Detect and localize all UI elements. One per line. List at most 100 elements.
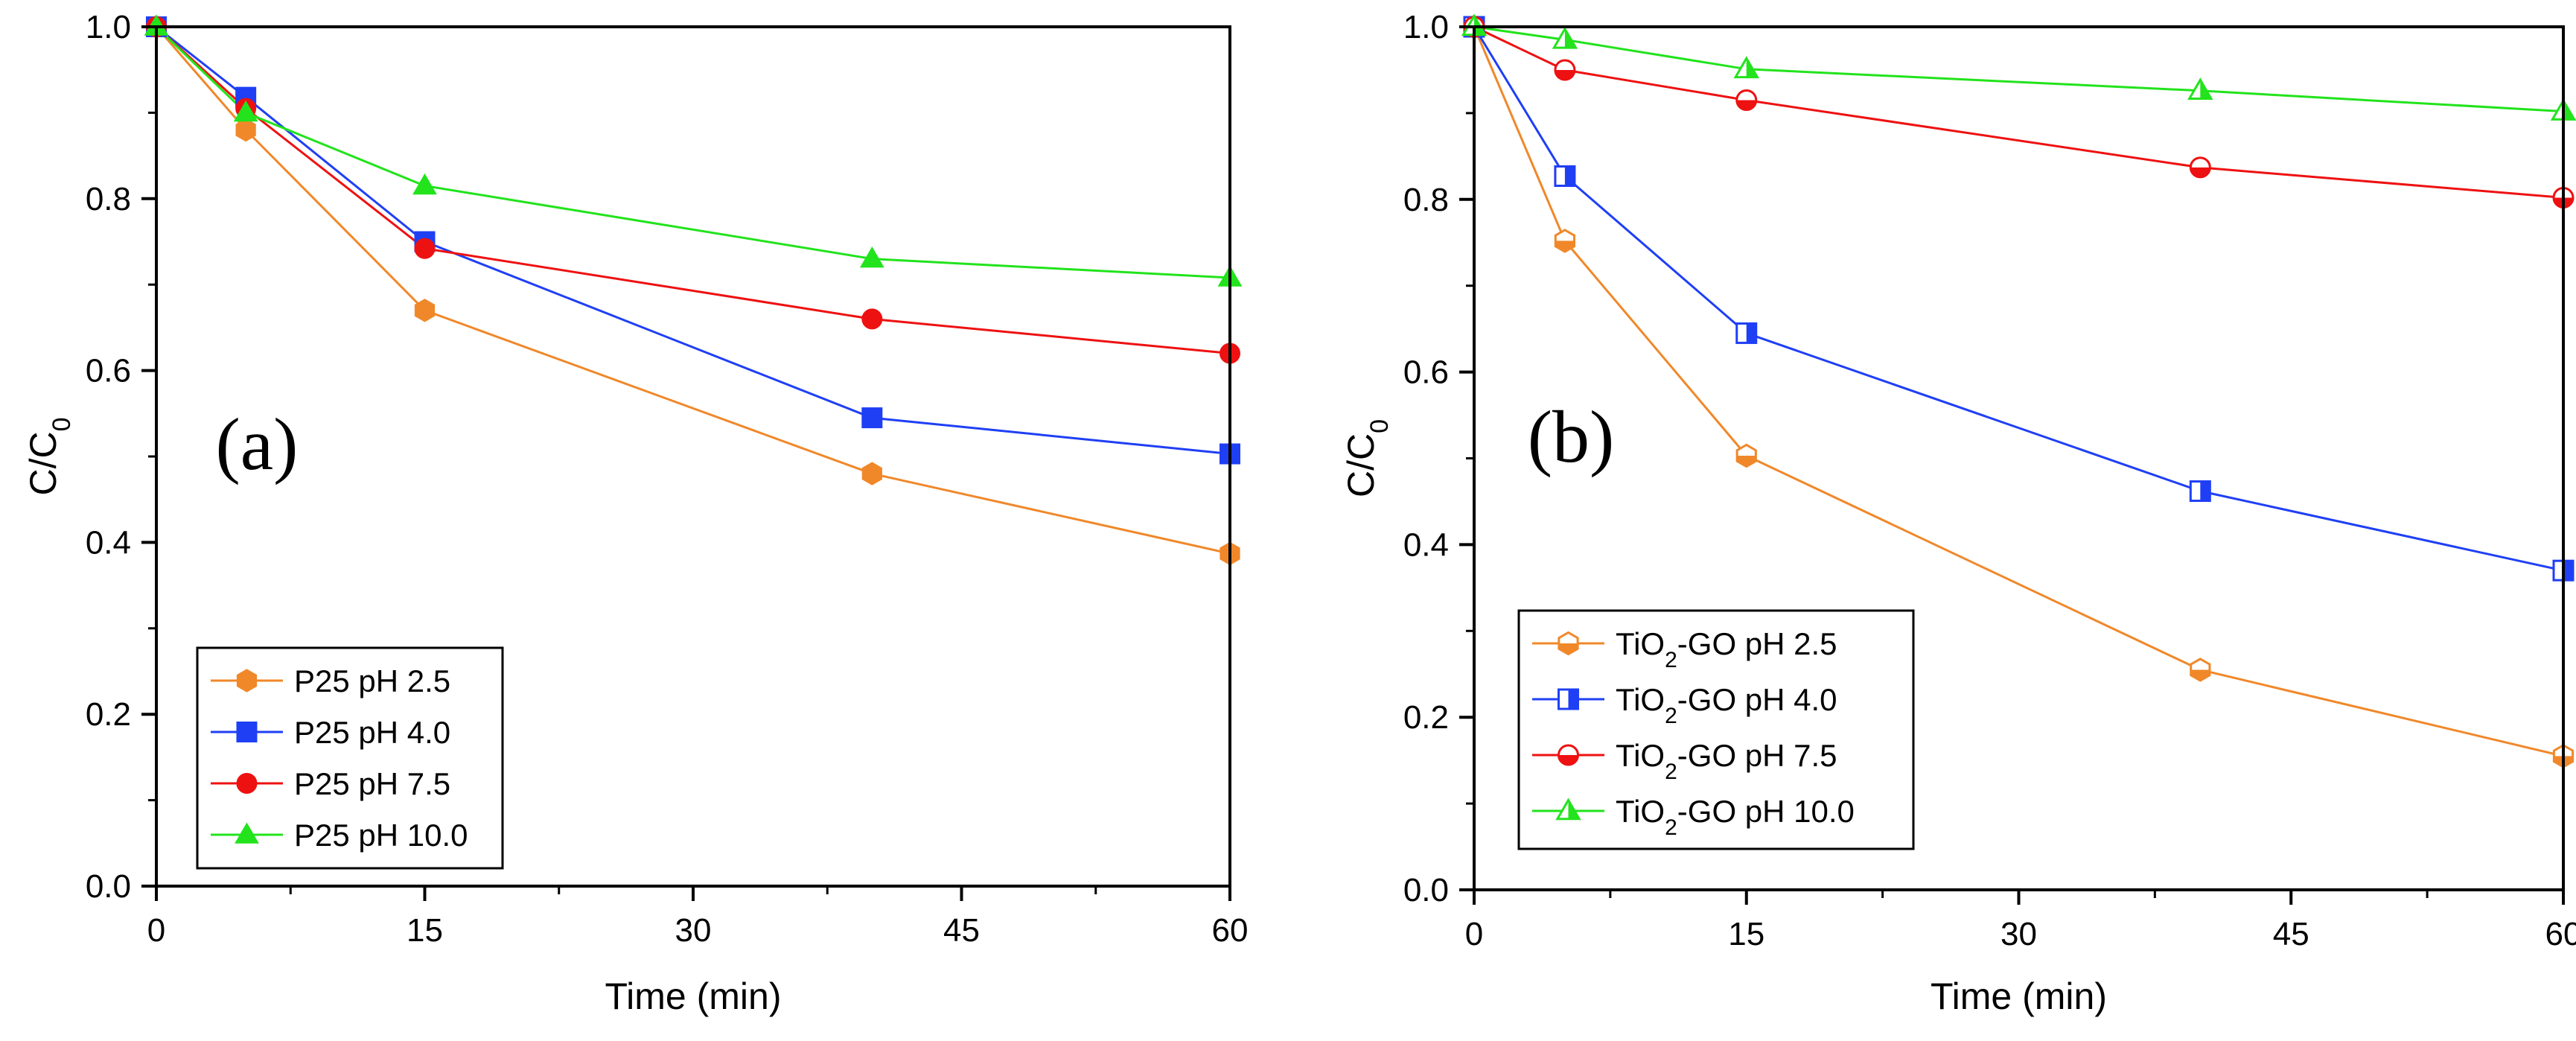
marker-shape: [233, 100, 258, 122]
data-point-s1-p2: [1735, 322, 1758, 344]
marker-outline: [1555, 798, 1581, 821]
chart-panel-b: 0 15 30 45 60 0.0 0.2 0.4 0.6 0.8 1.0 Time (min) C/C…: [1340, 9, 2576, 1017]
x-tick-label: 0: [1465, 916, 1483, 952]
marker-half-fill: [1746, 323, 1756, 343]
y-tick-label: 0.4: [1403, 526, 1449, 563]
marker-outline: [1735, 322, 1758, 344]
legend-label-part: P25 pH 7.5: [294, 766, 450, 801]
x-tick-label: 0: [147, 912, 165, 949]
y-tick-label: 0.0: [86, 868, 131, 905]
legend-label-part: -GO pH 2.5: [1677, 626, 1837, 661]
marker-outline: [1735, 443, 1757, 468]
marker-outline: [1554, 165, 1576, 188]
marker-shape: [236, 669, 258, 693]
marker-half-fill: [1564, 166, 1575, 186]
legend-marker: [235, 822, 259, 844]
marker-outline: [1554, 59, 1576, 81]
marker-outline: [1558, 631, 1579, 656]
marker-half-fill: [1568, 690, 1578, 709]
y-tick-label: 0.8: [1403, 182, 1449, 218]
legend-label-part: TiO: [1616, 738, 1665, 773]
x-tick-label: 15: [407, 912, 443, 949]
marker-shape: [235, 118, 256, 142]
marker-shape: [861, 407, 883, 429]
y-tick-label: 0.8: [86, 181, 131, 217]
data-point-s0-p3: [2190, 658, 2211, 682]
legend-label-0: TiO2-GO pH 2.5: [1616, 626, 1837, 672]
marker-shape: [236, 722, 258, 742]
x-axis-title: Time (min): [1931, 975, 2107, 1017]
data-point-s0-p2: [414, 299, 436, 322]
x-tick-label: 60: [2545, 916, 2576, 952]
series-line-1: [1473, 26, 2564, 572]
legend-label-part: P25 pH 2.5: [294, 663, 450, 698]
panel-label: (a): [216, 403, 299, 486]
legend-marker: [1558, 631, 1579, 656]
series-line-2: [155, 25, 1231, 354]
marker-shape: [414, 299, 436, 322]
marker-outline: [1554, 229, 1576, 253]
x-tick-label: 30: [2000, 916, 2037, 952]
data-point-s1-p3: [861, 407, 883, 429]
legend-label-1: TiO2-GO pH 4.0: [1616, 682, 1837, 728]
legend-label-subscript: 2: [1665, 704, 1677, 728]
marker-shape: [235, 822, 259, 844]
marker-outline: [2189, 156, 2211, 179]
x-axis-title: Time (min): [605, 975, 781, 1017]
legend-label-subscript: 2: [1665, 648, 1677, 672]
data-point-s3-p3: [859, 246, 884, 268]
marker-half-fill: [2190, 669, 2210, 681]
legend-label-subscript: 2: [1665, 815, 1677, 840]
marker-outline: [2187, 77, 2213, 101]
marker-shape: [414, 238, 436, 259]
y-tick-label: 0.2: [86, 696, 131, 733]
data-point-s2-p3: [2189, 156, 2211, 179]
legend-label-part: TiO: [1616, 682, 1665, 717]
y-tick-label: 1.0: [1403, 9, 1449, 45]
data-point-s0-p3: [861, 462, 882, 486]
marker-shape: [412, 173, 437, 195]
marker-outline: [1558, 744, 1579, 766]
data-point-s0-p1: [235, 118, 256, 142]
marker-outline: [1552, 26, 1578, 49]
marker-shape: [236, 773, 258, 794]
y-tick-label: 0.0: [1403, 872, 1449, 908]
data-point-s2-p2: [1735, 89, 1758, 112]
series-line-3: [1473, 25, 2564, 113]
marker-outline: [1558, 688, 1579, 710]
marker-outline: [1735, 89, 1758, 112]
legend: P25 pH 2.5 P25 pH 4.0 P25 pH 7.5 P25 pH 10.…: [196, 646, 504, 870]
data-point-s0-p1: [1554, 229, 1576, 253]
marker-shape: [861, 308, 883, 330]
data-point-s3-p2: [412, 173, 437, 195]
legend-label-part: -GO pH 7.5: [1677, 738, 1837, 773]
y-axis-title-subscript: 0: [48, 417, 76, 431]
x-tick-label: 30: [675, 912, 712, 949]
x-tick-label: 45: [943, 912, 980, 949]
data-point-s3-p1: [233, 100, 258, 122]
legend-label-3: TiO2-GO pH 10.0: [1616, 794, 1855, 840]
y-tick-label: 1.0: [86, 9, 131, 45]
data-point-s3-p2: [1733, 56, 1759, 79]
legend-box: [1517, 609, 1915, 850]
x-tick-label: 45: [2273, 916, 2309, 952]
data-point-s2-p3: [861, 308, 883, 330]
legend-marker: [236, 773, 258, 794]
chart-panel-a: 0 15 30 45 60 0.0 0.2 0.4 0.6 0.8 1.0 Time (min) C/C…: [22, 9, 1248, 1017]
marker-outline: [2190, 658, 2211, 682]
legend-marker: [1555, 798, 1581, 821]
panel-label: (b): [1528, 395, 1615, 478]
legend-label-3: P25 pH 10.0: [294, 818, 468, 853]
legend-label-part: -GO pH 4.0: [1677, 682, 1837, 717]
data-point-s0-p2: [1735, 443, 1757, 468]
marker-outline: [1733, 56, 1759, 79]
y-tick-label: 0.4: [86, 524, 131, 561]
data-point-s2-p1: [1554, 59, 1576, 81]
y-axis-title-main: C/C: [22, 431, 64, 495]
y-axis-title-subscript: 0: [1365, 419, 1394, 433]
series-line-3: [155, 25, 1231, 279]
y-axis-title-main: C/C: [1340, 433, 1382, 497]
data-point-s1-p3: [2189, 480, 2211, 503]
